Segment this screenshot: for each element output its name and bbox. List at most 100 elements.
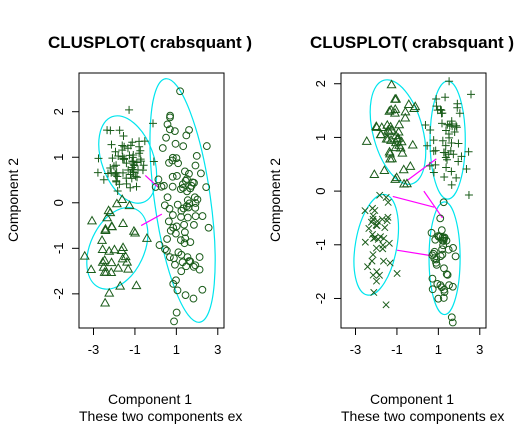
clusplot-panel-right: CLUSPLOT( crabsquant ) -3 -1 1 3 2 1 0 -1 -2 Com…	[267, 33, 514, 424]
data-point-circle	[190, 220, 198, 229]
data-point-circle	[432, 255, 441, 264]
data-point-circle	[155, 241, 164, 249]
data-point-circle	[162, 133, 170, 142]
data-point-triangle	[403, 99, 414, 109]
data-point-plus	[114, 152, 123, 161]
x-tick-label: -1	[129, 342, 141, 357]
data-point-cross	[393, 269, 401, 278]
x-axis-label: Component 1	[370, 391, 454, 407]
data-point-cross	[381, 224, 389, 232]
data-point-circle	[177, 206, 186, 215]
data-point-plus	[128, 138, 137, 147]
data-point-circle	[428, 274, 437, 283]
data-point-circle	[180, 220, 189, 229]
data-point-triangle	[398, 164, 409, 174]
data-point-triangle	[86, 215, 98, 225]
data-point-triangle	[109, 244, 120, 254]
data-point-plus	[115, 180, 124, 189]
y-tick-label: 2	[313, 80, 328, 87]
data-point-triangle	[369, 169, 380, 179]
data-point-triangle	[384, 148, 396, 158]
data-point-circle	[181, 291, 190, 300]
data-point-plus	[446, 146, 455, 155]
data-point-plus	[109, 162, 118, 171]
data-point-circle	[177, 250, 186, 259]
data-point-triangle	[123, 263, 134, 273]
data-point-circle	[157, 182, 166, 191]
x-axis-label: Component 1	[108, 391, 192, 407]
data-point-circle	[163, 120, 172, 129]
data-point-circle	[158, 144, 167, 152]
data-point-triangle	[115, 280, 126, 290]
data-point-circle	[197, 169, 205, 178]
data-point-cross	[384, 198, 392, 206]
data-point-triangle	[106, 257, 117, 267]
cluster-ellipse	[149, 78, 216, 323]
data-point-circle	[443, 270, 452, 279]
data-point-circle	[439, 294, 448, 302]
data-point-plus	[128, 153, 137, 162]
data-point-triangle	[113, 262, 124, 272]
data-point-circle	[447, 313, 456, 322]
data-point-triangle	[407, 139, 418, 149]
data-point-plus	[119, 132, 128, 141]
data-point-circle	[171, 139, 180, 148]
data-point-plus	[441, 153, 450, 162]
data-point-circle	[436, 214, 445, 223]
data-point-circle	[163, 193, 172, 202]
data-point-cross	[364, 263, 372, 271]
data-point-circle	[189, 294, 198, 303]
data-point-triangle	[100, 297, 111, 307]
cluster-link-line	[396, 249, 431, 257]
data-point-plus	[429, 168, 438, 177]
data-point-circle	[451, 252, 460, 261]
data-point-plus	[454, 139, 463, 148]
data-point-plus	[133, 173, 142, 182]
data-point-plus	[136, 155, 145, 164]
data-point-triangle	[386, 79, 397, 89]
data-point-plus	[445, 77, 454, 86]
data-point-circle	[172, 222, 181, 231]
cluster-ellipse	[86, 206, 149, 290]
data-point-circle	[172, 172, 181, 180]
data-point-circle	[448, 318, 457, 327]
data-point-triangle	[79, 250, 90, 260]
data-point-circle	[438, 250, 447, 259]
data-point-circle	[186, 238, 195, 247]
data-point-cross	[372, 277, 381, 285]
cluster-link-line	[140, 213, 163, 227]
y-tick-label: 0	[313, 187, 328, 194]
data-point-circle	[163, 235, 171, 243]
data-point-triangle	[393, 126, 404, 136]
data-point-triangle	[405, 161, 416, 170]
data-point-plus	[425, 161, 434, 170]
data-point-triangle	[98, 261, 109, 271]
data-point-circle	[202, 142, 211, 150]
data-point-plus	[103, 169, 112, 178]
data-point-circle	[154, 175, 163, 184]
data-point-plus	[107, 168, 116, 177]
cluster-ellipse	[428, 201, 461, 316]
data-point-plus	[426, 125, 435, 134]
data-point-circle	[186, 184, 195, 193]
data-point-circle	[168, 153, 177, 162]
data-point-circle	[439, 237, 448, 245]
data-point-triangle	[379, 165, 390, 174]
data-point-circle	[164, 217, 173, 226]
data-point-triangle	[394, 119, 405, 129]
data-point-cross	[369, 212, 377, 220]
data-point-triangle	[401, 178, 412, 188]
data-point-plus	[129, 168, 138, 177]
data-point-plus	[462, 164, 471, 173]
data-point-triangle	[100, 223, 111, 233]
data-point-circle	[440, 264, 448, 273]
data-point-plus	[429, 147, 438, 156]
data-point-cross	[369, 251, 377, 259]
data-point-cross	[386, 259, 394, 267]
data-point-plus	[93, 168, 102, 177]
data-point-circle	[168, 182, 177, 191]
data-point-triangle	[391, 93, 402, 103]
cluster-ellipse	[369, 79, 427, 185]
x-tick-label: -3	[350, 342, 362, 357]
data-point-plus	[130, 161, 139, 170]
